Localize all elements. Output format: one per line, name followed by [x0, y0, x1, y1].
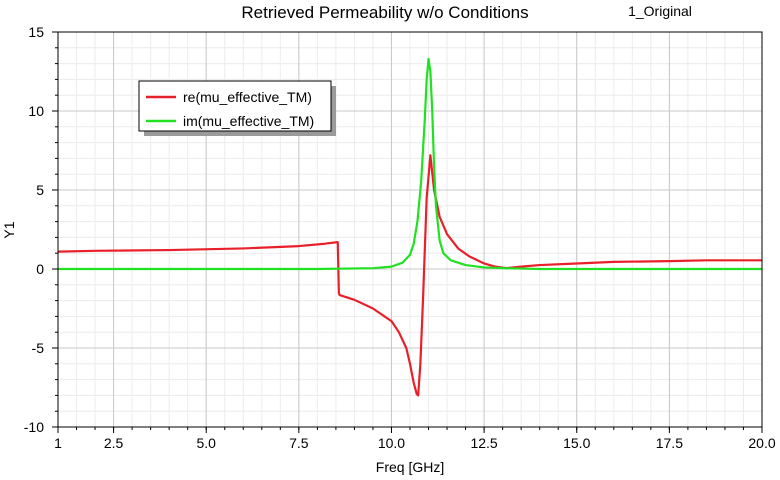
legend-label-re: re(mu_effective_TM) — [183, 89, 312, 105]
legend: re(mu_effective_TM) im(mu_effective_TM) — [138, 80, 336, 136]
x-tick-label: 2.5 — [104, 435, 124, 451]
y-tick-label: -10 — [24, 419, 44, 435]
x-axis-ticks: 1 2.5 5.0 7.5 10.0 12.5 15.0 17.5 20.0 — [54, 427, 776, 451]
y-axis-ticks: -10 -5 0 5 10 15 — [24, 24, 58, 435]
x-tick-label: 17.5 — [656, 435, 683, 451]
x-tick-label: 7.5 — [289, 435, 309, 451]
series-line-im — [58, 57, 762, 271]
chart-title: Retrieved Permeability w/o Conditions — [241, 3, 528, 22]
x-tick-label: 12.5 — [470, 435, 497, 451]
y-tick-label: -5 — [32, 340, 45, 356]
legend-label-im: im(mu_effective_TM) — [183, 113, 314, 129]
y-tick-label: 15 — [28, 24, 44, 40]
y-axis-label: Y1 — [1, 221, 17, 238]
x-axis-label: Freq [GHz] — [376, 459, 444, 475]
y-tick-label: 10 — [28, 103, 44, 119]
series-layer — [57, 57, 762, 397]
design-label: 1_Original — [628, 3, 692, 19]
y-tick-label: 0 — [36, 261, 44, 277]
legend-box — [138, 80, 332, 132]
x-tick-label: 1 — [54, 435, 62, 451]
x-tick-label: 10.0 — [378, 435, 405, 451]
x-tick-label: 20.0 — [748, 435, 775, 451]
y-tick-label: 5 — [36, 182, 44, 198]
x-tick-label: 5.0 — [196, 435, 216, 451]
series-line-re — [57, 154, 762, 397]
x-tick-label: 15.0 — [563, 435, 590, 451]
